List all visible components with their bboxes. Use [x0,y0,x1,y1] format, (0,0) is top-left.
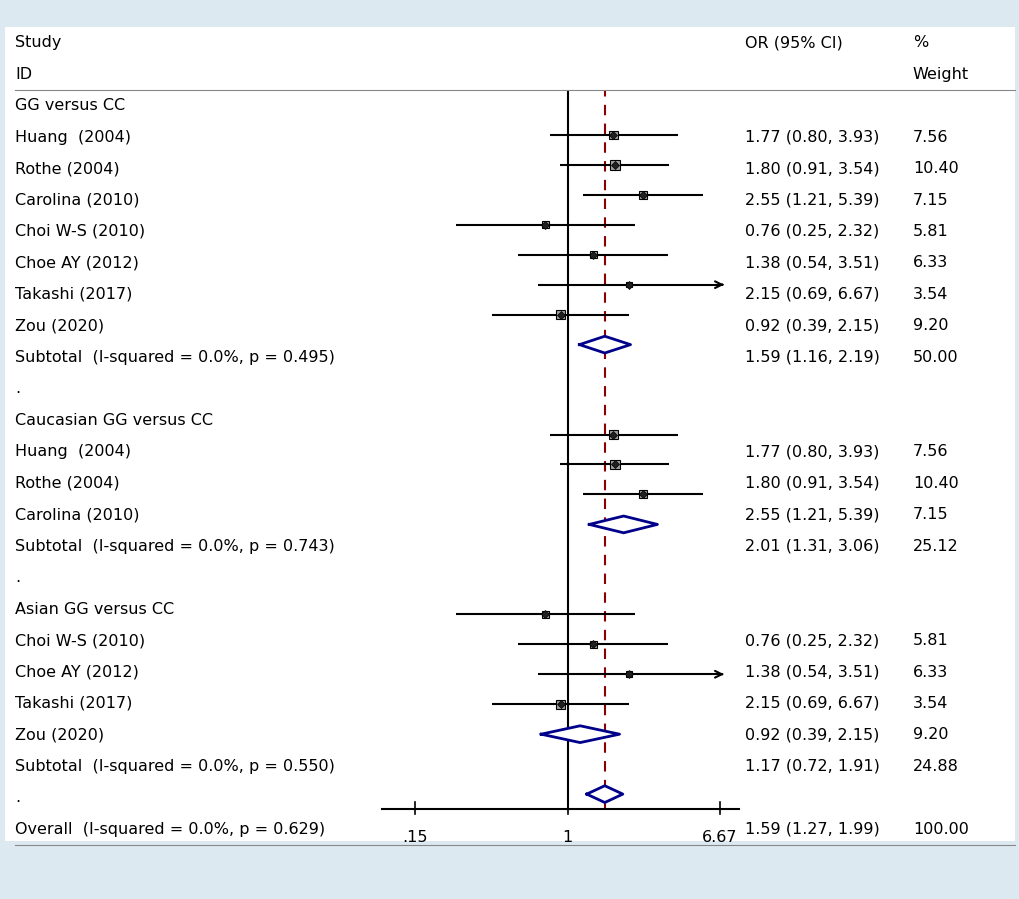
Polygon shape [541,725,619,743]
Text: 1.38 (0.54, 3.51): 1.38 (0.54, 3.51) [744,664,878,680]
Text: Choe AY (2012): Choe AY (2012) [15,255,139,271]
Bar [555,310,565,319]
Text: Takashi (2017): Takashi (2017) [15,287,132,302]
Text: 2.15 (0.69, 6.67): 2.15 (0.69, 6.67) [744,696,878,711]
Text: Huang  (2004): Huang (2004) [15,444,131,459]
Text: Subtotal  (I-squared = 0.0%, p = 0.550): Subtotal (I-squared = 0.0%, p = 0.550) [15,759,335,774]
Text: 2.55 (1.21, 5.39): 2.55 (1.21, 5.39) [744,192,878,208]
Text: 7.56: 7.56 [912,444,948,459]
Bar [609,160,619,170]
Text: .15: .15 [401,830,427,845]
Text: Zou (2020): Zou (2020) [15,727,104,743]
Text: 1: 1 [561,830,572,845]
Text: .: . [15,790,20,806]
Text: 6.33: 6.33 [912,255,948,271]
Text: 7.15: 7.15 [912,192,948,208]
Bar [638,491,646,498]
Text: 2.15 (0.69, 6.67): 2.15 (0.69, 6.67) [744,287,878,302]
Text: 0.76 (0.25, 2.32): 0.76 (0.25, 2.32) [744,633,878,648]
Bar [609,459,619,469]
Bar [541,610,548,618]
Text: 2.55 (1.21, 5.39): 2.55 (1.21, 5.39) [744,507,878,522]
Text: .: . [15,570,20,585]
Text: 6.67: 6.67 [701,830,737,845]
Text: 0.92 (0.39, 2.15): 0.92 (0.39, 2.15) [744,318,878,334]
Text: 5.81: 5.81 [912,633,948,648]
Text: 5.81: 5.81 [912,224,948,239]
Text: Asian GG versus CC: Asian GG versus CC [15,601,174,617]
Bar [626,672,631,677]
Bar [555,699,565,708]
Text: Carolina (2010): Carolina (2010) [15,192,140,208]
Text: 9.20: 9.20 [912,727,948,743]
Text: Rothe (2004): Rothe (2004) [15,161,120,176]
Text: Zou (2020): Zou (2020) [15,318,104,334]
Text: Takashi (2017): Takashi (2017) [15,696,132,711]
Text: 1.59 (1.16, 2.19): 1.59 (1.16, 2.19) [744,350,878,365]
Text: 100.00: 100.00 [912,822,968,837]
Text: 6.33: 6.33 [912,664,948,680]
Text: 1.77 (0.80, 3.93): 1.77 (0.80, 3.93) [744,129,878,145]
Text: Rothe (2004): Rothe (2004) [15,476,120,491]
Text: .: . [15,381,20,396]
Text: Huang  (2004): Huang (2004) [15,129,131,145]
Text: 1.80 (0.91, 3.54): 1.80 (0.91, 3.54) [744,476,878,491]
Text: 3.54: 3.54 [912,696,948,711]
Text: ID: ID [15,67,33,82]
Text: 50.00: 50.00 [912,350,958,365]
Bar [541,221,548,228]
Text: 0.76 (0.25, 2.32): 0.76 (0.25, 2.32) [744,224,878,239]
Polygon shape [579,336,630,353]
Text: 0.92 (0.39, 2.15): 0.92 (0.39, 2.15) [744,727,878,743]
Text: 10.40: 10.40 [912,161,958,176]
Bar [608,130,616,139]
Text: Choi W-S (2010): Choi W-S (2010) [15,633,146,648]
Bar [638,191,646,199]
Bar [589,641,596,648]
Text: Choe AY (2012): Choe AY (2012) [15,664,139,680]
Bar [608,431,616,439]
Text: 9.20: 9.20 [912,318,948,334]
Text: OR (95% CI): OR (95% CI) [744,35,842,50]
Text: 2.01 (1.31, 3.06): 2.01 (1.31, 3.06) [744,539,878,554]
Text: Subtotal  (I-squared = 0.0%, p = 0.495): Subtotal (I-squared = 0.0%, p = 0.495) [15,350,335,365]
Text: Caucasian GG versus CC: Caucasian GG versus CC [15,413,213,428]
Text: %: % [912,35,927,50]
Text: 1.59 (1.27, 1.99): 1.59 (1.27, 1.99) [744,822,878,837]
Text: 1.17 (0.72, 1.91): 1.17 (0.72, 1.91) [744,759,878,774]
Text: 7.56: 7.56 [912,129,948,145]
Polygon shape [586,786,623,803]
Text: 7.15: 7.15 [912,507,948,522]
Text: 1.80 (0.91, 3.54): 1.80 (0.91, 3.54) [744,161,878,176]
Text: 1.38 (0.54, 3.51): 1.38 (0.54, 3.51) [744,255,878,271]
Polygon shape [589,516,657,533]
Bar [626,282,631,288]
Text: Choi W-S (2010): Choi W-S (2010) [15,224,146,239]
Bar [589,251,596,258]
Text: 24.88: 24.88 [912,759,958,774]
Text: Weight: Weight [912,67,968,82]
Text: 1.77 (0.80, 3.93): 1.77 (0.80, 3.93) [744,444,878,459]
Text: GG versus CC: GG versus CC [15,98,125,113]
Text: Overall  (I-squared = 0.0%, p = 0.629): Overall (I-squared = 0.0%, p = 0.629) [15,822,325,837]
Text: 3.54: 3.54 [912,287,948,302]
Text: Carolina (2010): Carolina (2010) [15,507,140,522]
Text: 10.40: 10.40 [912,476,958,491]
Text: 25.12: 25.12 [912,539,958,554]
Text: Subtotal  (I-squared = 0.0%, p = 0.743): Subtotal (I-squared = 0.0%, p = 0.743) [15,539,334,554]
Text: Study: Study [15,35,61,50]
